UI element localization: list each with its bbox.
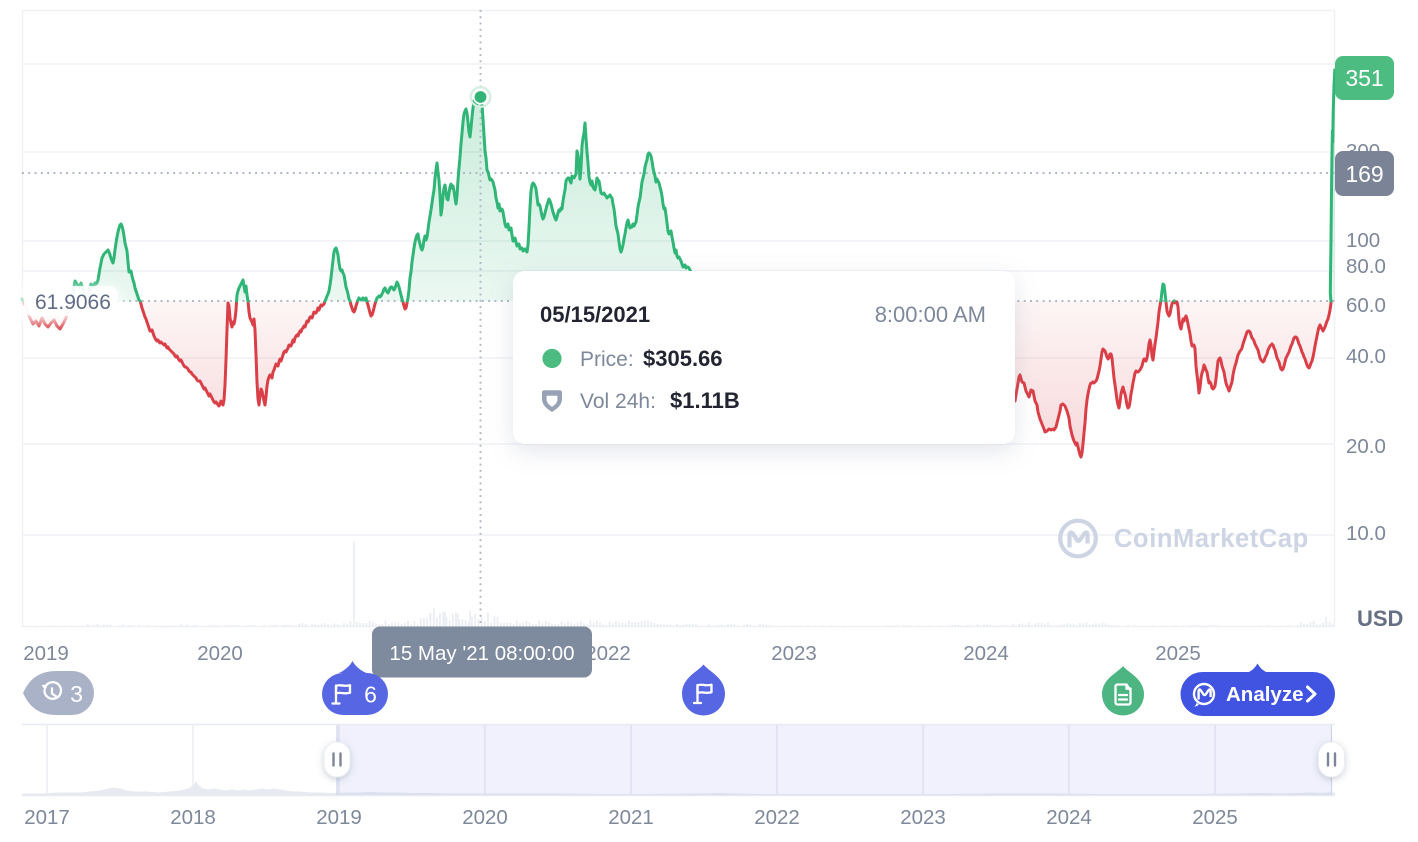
- svg-text:100: 100: [1346, 229, 1380, 252]
- svg-text:CoinMarketCap: CoinMarketCap: [1114, 525, 1309, 553]
- svg-text:$1.11B: $1.11B: [670, 388, 740, 413]
- svg-text:169: 169: [1345, 161, 1383, 187]
- svg-text:2022: 2022: [754, 806, 800, 829]
- svg-text:Price:: Price:: [580, 348, 634, 371]
- svg-text:15 May '21 08:00:00: 15 May '21 08:00:00: [389, 642, 574, 665]
- svg-text:2022: 2022: [585, 642, 631, 665]
- svg-text:2025: 2025: [1192, 806, 1238, 829]
- svg-text:2024: 2024: [963, 642, 1009, 665]
- svg-text:60.0: 60.0: [1346, 294, 1386, 317]
- svg-text:2017: 2017: [24, 806, 70, 829]
- svg-text:20.0: 20.0: [1346, 435, 1386, 458]
- svg-text:Vol 24h:: Vol 24h:: [580, 390, 656, 413]
- svg-text:6: 6: [364, 682, 377, 708]
- svg-text:2020: 2020: [462, 806, 508, 829]
- svg-text:2023: 2023: [771, 642, 817, 665]
- svg-text:3: 3: [70, 681, 83, 707]
- svg-text:10.0: 10.0: [1346, 522, 1386, 545]
- svg-text:2018: 2018: [170, 806, 216, 829]
- svg-text:05/15/2021: 05/15/2021: [540, 302, 650, 327]
- svg-text:2019: 2019: [23, 642, 69, 665]
- svg-text:USD: USD: [1357, 606, 1403, 631]
- svg-text:40.0: 40.0: [1346, 345, 1386, 368]
- svg-text:2023: 2023: [900, 806, 946, 829]
- svg-text:2019: 2019: [316, 806, 362, 829]
- svg-text:8:00:00 AM: 8:00:00 AM: [875, 302, 986, 327]
- svg-text:2020: 2020: [197, 642, 243, 665]
- svg-text:61.9066: 61.9066: [35, 291, 111, 314]
- svg-text:Analyze: Analyze: [1226, 683, 1303, 706]
- svg-text:2024: 2024: [1046, 806, 1092, 829]
- svg-text:$305.66: $305.66: [643, 346, 723, 371]
- svg-text:351: 351: [1345, 65, 1383, 91]
- svg-text:2025: 2025: [1155, 642, 1201, 665]
- svg-text:2021: 2021: [608, 806, 654, 829]
- svg-text:80.0: 80.0: [1346, 255, 1386, 278]
